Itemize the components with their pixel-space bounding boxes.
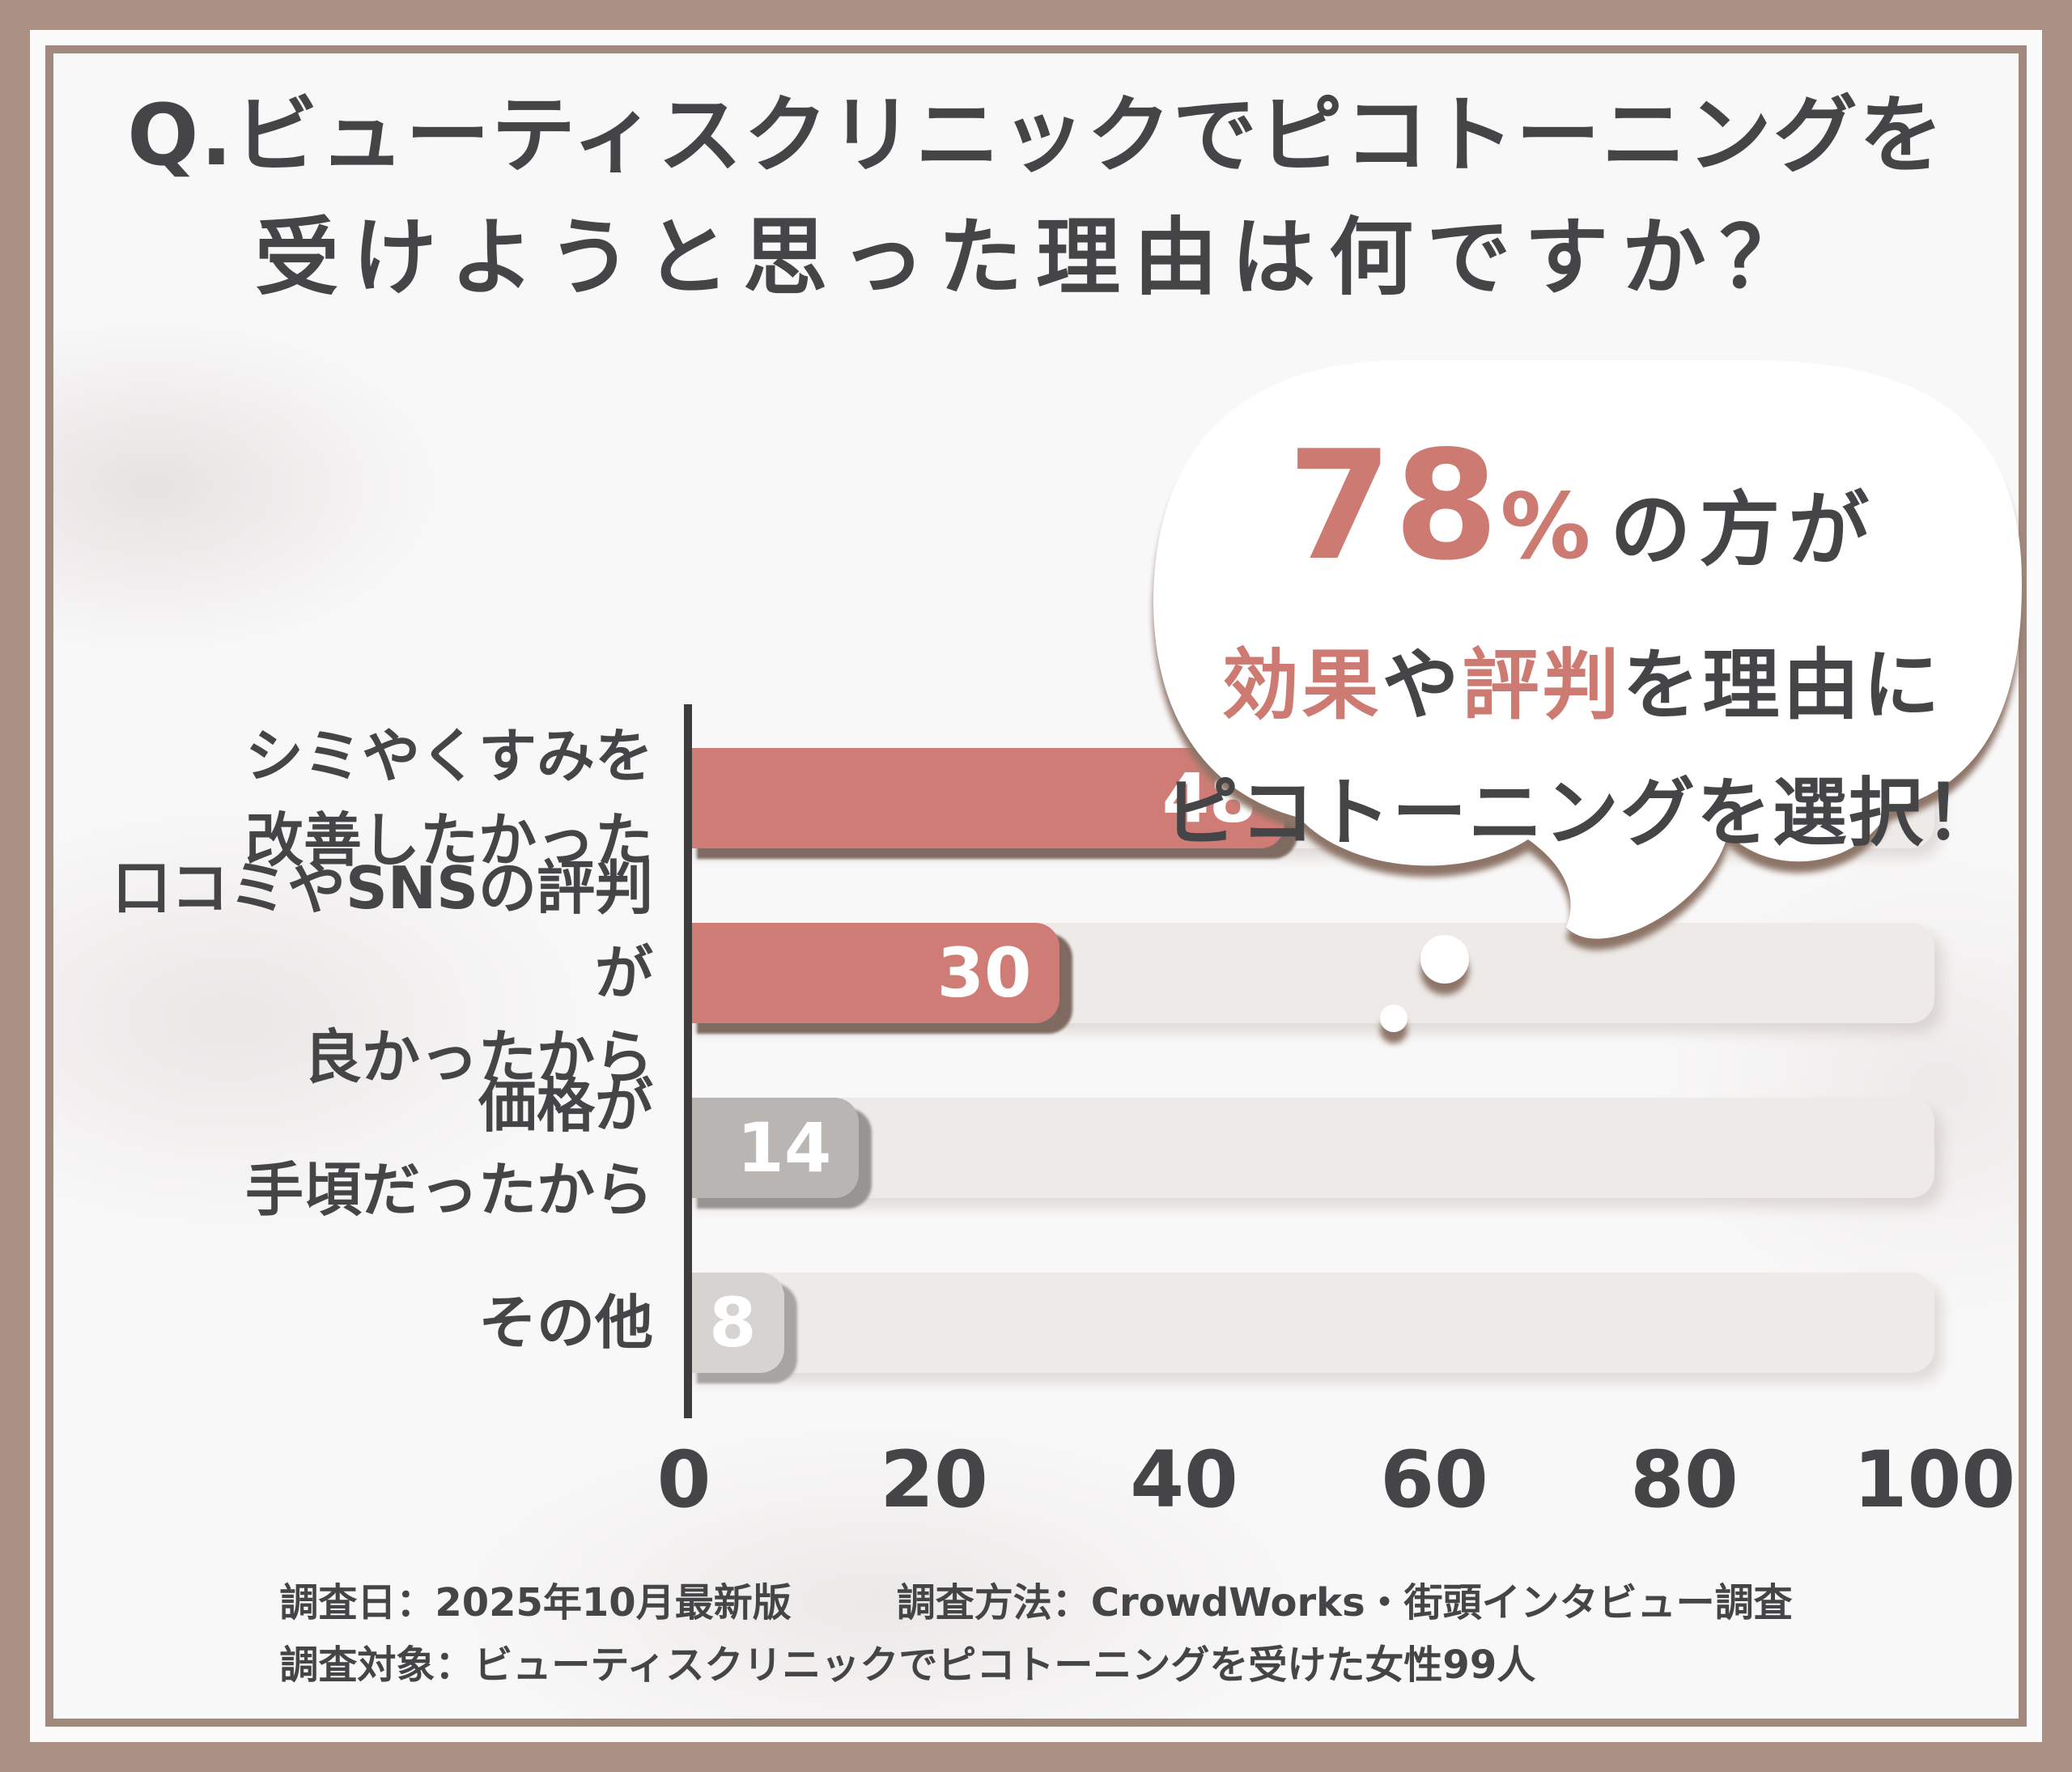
survey-subjects: 調査対象：ビューティスクリニックでピコトーニングを受けた女性99人 [279,1642,1536,1688]
bar-value-label: 30 [936,933,1032,1013]
bar-track: 8 [684,1273,1934,1373]
category-label: シミやくすみを 改善したかった [244,721,653,874]
survey-date: 調査日：2025年10月最新版 [279,1580,792,1625]
x-tick-label: 100 [1853,1434,2016,1525]
bar-track: 30 [684,923,1934,1023]
chart-row: 口コミやSNSの評判が 良かったから 30 [57,854,1934,1091]
title-line-1: Q.ビューティスクリニックでピコトーニングを [127,86,1945,185]
footnote-line-2: 調査対象：ビューティスクリニックでピコトーニングを受けた女性99人 [279,1634,1792,1697]
thought-dot-small [1380,1005,1408,1032]
bar: 48 [684,748,1284,848]
y-axis-line [684,704,692,1418]
thought-dot-large [1420,935,1469,984]
x-tick-label: 0 [656,1434,711,1525]
bar-value-label: 8 [709,1283,757,1362]
title-line-2: 受けようと思った理由は何ですか？ [254,207,1818,307]
survey-footnote: 調査日：2025年10月最新版 調査方法：CrowdWorks・街頭インタビュー調… [279,1572,1792,1697]
x-tick-label: 80 [1630,1434,1739,1525]
x-tick-label: 40 [1130,1434,1238,1525]
thought-bubble-cloud [1153,360,2023,939]
thought-bubble [1153,360,2023,1032]
x-tick-label: 60 [1380,1434,1488,1525]
chart-row: その他 8 [57,1235,1934,1410]
x-tick-label: 20 [880,1434,988,1525]
bar: 14 [684,1098,860,1198]
bar-track: 14 [684,1098,1934,1198]
category-label: 口コミやSNSの評判が 良かったから [113,854,653,1092]
category-label: 価格が 手頃だったから [244,1071,653,1224]
footnote-line-1: 調査日：2025年10月最新版 調査方法：CrowdWorks・街頭インタビュー調… [279,1572,1792,1634]
category-label: その他 [478,1288,653,1357]
x-axis: 0 20 40 60 80 100 [657,1434,2016,1532]
survey-method: 調査方法：CrowdWorks・街頭インタビュー調査 [896,1580,1793,1625]
bar-value-label: 14 [737,1108,832,1188]
bar: 8 [684,1273,784,1373]
page-title: Q.ビューティスクリニックでピコトーニングを 受けようと思った理由は何ですか？ [65,74,2007,319]
chart-row: 価格が 手頃だったから 14 [57,1060,1934,1235]
bar: 30 [684,923,1059,1023]
